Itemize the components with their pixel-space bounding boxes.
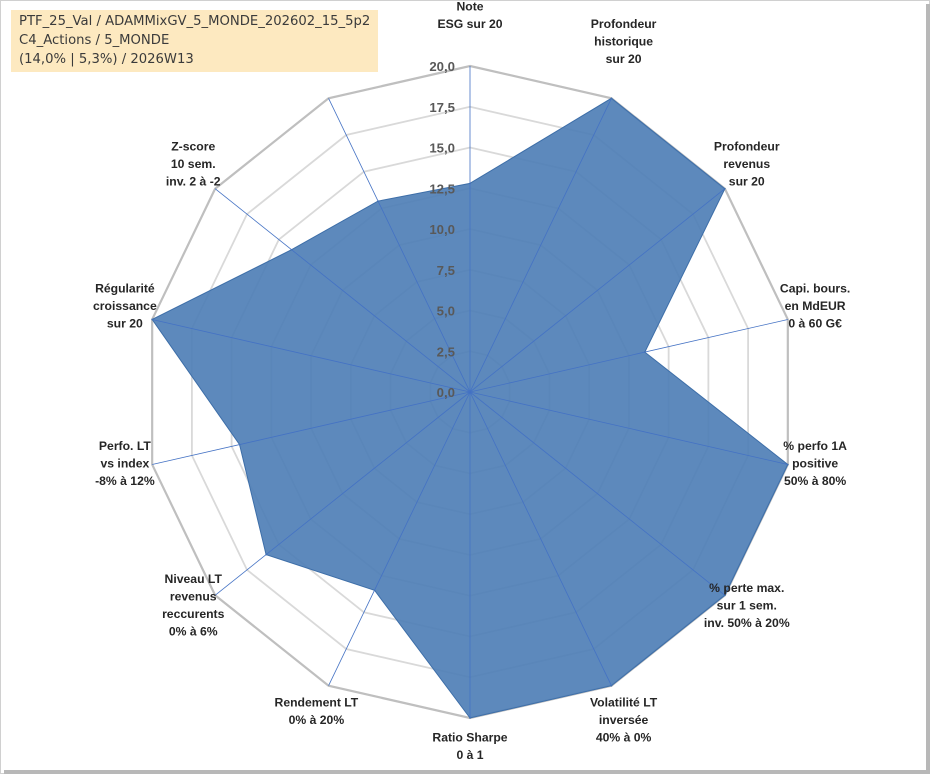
axis-label-1: Profondeur historique sur 20	[591, 17, 657, 66]
spoke-8	[328, 391, 471, 686]
axis-label-0-line-1: ESG sur 20	[437, 17, 502, 31]
axis-label-10: Perfo. LT vs index -8% à 12%	[95, 439, 155, 488]
axis-label-12: Z-score 10 sem. inv. 2 à -2	[166, 140, 221, 189]
axis-label-7: Ratio Sharpe 0 à 1	[432, 731, 507, 763]
spoke-3	[469, 319, 788, 393]
spoke-12	[214, 188, 471, 393]
spoke-11	[152, 319, 471, 393]
axis-label-6: Volatilité LT inversée 40% à 0%	[590, 695, 658, 744]
axis-label-11: Régularité croissance sur 20	[93, 281, 157, 330]
axis-label-8-line-1: 0% à 20%	[289, 713, 345, 727]
spoke-9	[214, 391, 471, 596]
axis-label-1-line-0: Profondeur	[591, 17, 657, 31]
radar-axis-labels: Note ESG sur 20 Profondeur historique sur 20…	[93, 0, 850, 762]
axis-label-0: Note ESG sur 20	[437, 0, 502, 31]
axis-label-9-line-1: revenus	[170, 590, 217, 604]
tick-label-2: 5,0	[437, 304, 455, 319]
axis-label-8-line-0: Rendement LT	[275, 695, 359, 709]
tick-label-4: 10,0	[429, 222, 455, 237]
axis-label-6-line-1: inversée	[599, 713, 649, 727]
spoke-10	[152, 391, 471, 465]
radar-spokes	[152, 66, 788, 718]
axis-label-5: % perte max. sur 1 sem. inv. 50% à 20%	[704, 581, 790, 630]
axis-label-1-line-1: historique	[594, 35, 653, 49]
axis-label-2-line-2: sur 20	[729, 175, 765, 189]
axis-label-4-line-1: positive	[792, 457, 838, 471]
axis-label-3-line-1: en MdEUR	[785, 299, 846, 313]
axis-label-5-line-1: sur 1 sem.	[717, 598, 777, 612]
tick-label-8: 20,0	[429, 59, 455, 74]
axis-label-10-line-2: -8% à 12%	[95, 474, 155, 488]
axis-label-11-line-0: Régularité	[95, 281, 155, 295]
tick-label-0: 0,0	[437, 385, 455, 400]
portfolio-info-line-1: PTF_25_Val / ADAMMixGV_5_MONDE_202602_15…	[19, 14, 371, 29]
axis-label-11-line-1: croissance	[93, 299, 157, 313]
tick-label-6: 15,0	[429, 141, 455, 156]
axis-label-10-line-1: vs index	[100, 457, 149, 471]
axis-label-2: Profondeur revenus sur 20	[714, 140, 780, 189]
axis-label-9-line-2: reccurents	[162, 607, 225, 621]
axis-label-4-line-0: % perfo 1A	[783, 439, 847, 453]
axis-label-6-line-2: 40% à 0%	[596, 730, 652, 744]
axis-label-2-line-0: Profondeur	[714, 140, 780, 154]
axis-label-3: Capi. bours. en MdEUR 0 à 60 G€	[780, 281, 850, 330]
spoke-5	[469, 391, 726, 596]
axis-label-9-line-3: 0% à 6%	[169, 625, 218, 639]
axis-label-3-line-0: Capi. bours.	[780, 281, 850, 295]
axis-label-0-line-0: Note	[456, 0, 483, 14]
axis-label-12-line-2: inv. 2 à -2	[166, 175, 221, 189]
tick-label-3: 7,5	[437, 263, 455, 278]
axis-label-3-line-2: 0 à 60 G€	[788, 316, 842, 330]
axis-label-5-line-2: inv. 50% à 20%	[704, 616, 790, 630]
axis-label-8: Rendement LT 0% à 20%	[275, 695, 359, 727]
portfolio-info-line-3: (14,0% | 5,3%) / 2026W13	[19, 52, 194, 67]
axis-label-7-line-1: 0 à 1	[456, 748, 483, 762]
spoke-13	[328, 98, 471, 393]
axis-label-12-line-0: Z-score	[171, 140, 215, 154]
spoke-6	[469, 391, 612, 686]
axis-label-9-line-0: Niveau LT	[165, 572, 223, 586]
axis-label-6-line-0: Volatilité LT	[590, 695, 658, 709]
axis-label-4: % perfo 1A positive 50% à 80%	[783, 439, 847, 488]
axis-label-7-line-0: Ratio Sharpe	[432, 731, 507, 745]
frame-shadow-bottom	[4, 770, 930, 774]
tick-label-5: 12,5	[429, 181, 455, 196]
tick-label-7: 17,5	[429, 100, 455, 115]
frame-shadow-right	[926, 4, 930, 774]
axis-label-11-line-2: sur 20	[107, 316, 143, 330]
spoke-2	[469, 188, 726, 393]
spoke-4	[469, 391, 788, 465]
axis-label-4-line-2: 50% à 80%	[784, 474, 846, 488]
portfolio-info-line-2: C4_Actions / 5_MONDE	[19, 33, 170, 48]
axis-label-12-line-1: 10 sem.	[171, 157, 216, 171]
axis-label-5-line-0: % perte max.	[709, 581, 784, 595]
tick-label-1: 2,5	[437, 344, 455, 359]
radar-tick-labels: 0,0 2,5 5,0 7,5 10,0 12,5 15,0 17,5 20,0	[429, 59, 455, 400]
axis-label-2-line-1: revenus	[723, 157, 770, 171]
spoke-1	[469, 98, 612, 393]
axis-label-9: Niveau LT revenus reccurents 0% à 6%	[162, 572, 225, 639]
axis-label-1-line-2: sur 20	[606, 52, 642, 66]
portfolio-info-box: PTF_25_Val / ADAMMixGV_5_MONDE_202602_15…	[11, 10, 378, 72]
axis-label-10-line-0: Perfo. LT	[99, 439, 151, 453]
